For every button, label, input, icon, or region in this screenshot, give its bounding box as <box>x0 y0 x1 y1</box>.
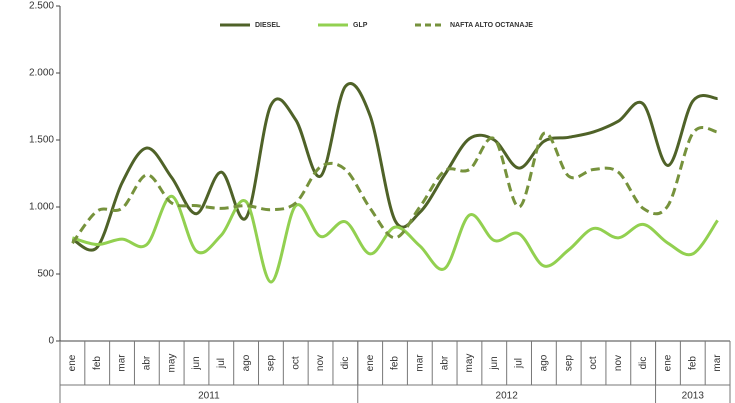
x-tick-label: feb <box>687 356 698 370</box>
series-line <box>71 126 718 245</box>
x-tick-label: ene <box>365 354 376 371</box>
series-line <box>71 82 718 252</box>
y-tick-label: 500 <box>37 269 54 280</box>
y-tick-label: 2.000 <box>29 68 54 79</box>
x-tick-label: ago <box>241 354 252 371</box>
year-label: 2011 <box>198 391 220 402</box>
x-tick-label: may <box>464 354 475 373</box>
x-tick-label: ene <box>663 354 674 371</box>
x-tick-label: mar <box>414 354 425 372</box>
y-tick-label: 0 <box>48 336 54 347</box>
y-tick-label: 1.500 <box>29 135 54 146</box>
year-label: 2013 <box>682 391 705 402</box>
x-tick-label: jun <box>191 356 202 370</box>
x-tick-label: ago <box>539 354 550 371</box>
legend-label: DIESEL <box>255 22 281 29</box>
x-tick-label: oct <box>290 356 301 370</box>
x-tick-label: dic <box>638 357 649 370</box>
x-tick-label: jul <box>514 358 525 369</box>
x-tick-label: mar <box>712 354 723 372</box>
x-tick-label: abr <box>141 355 152 370</box>
x-tick-label: may <box>166 354 177 373</box>
x-tick-label: jul <box>216 358 227 369</box>
year-label: 2012 <box>496 391 519 402</box>
series-line <box>71 194 719 284</box>
x-tick-label: jun <box>489 356 500 370</box>
x-tick-label: nov <box>613 355 624 371</box>
x-tick-label: oct <box>588 356 599 370</box>
x-tick-label: nov <box>315 355 326 371</box>
y-tick-label: 1.000 <box>29 202 54 213</box>
x-tick-label: feb <box>92 356 103 370</box>
x-tick-label: ene <box>67 354 78 371</box>
x-tick-label: sep <box>563 355 574 372</box>
y-tick-label: 2.500 <box>29 1 54 12</box>
legend-label: GLP <box>353 22 368 29</box>
x-tick-label: feb <box>390 356 401 370</box>
x-tick-label: abr <box>439 355 450 370</box>
legend-label: NAFTA ALTO OCTANAJE <box>450 22 533 29</box>
x-tick-label: sep <box>266 355 277 372</box>
x-tick-label: mar <box>117 354 128 372</box>
x-tick-label: dic <box>340 357 351 370</box>
